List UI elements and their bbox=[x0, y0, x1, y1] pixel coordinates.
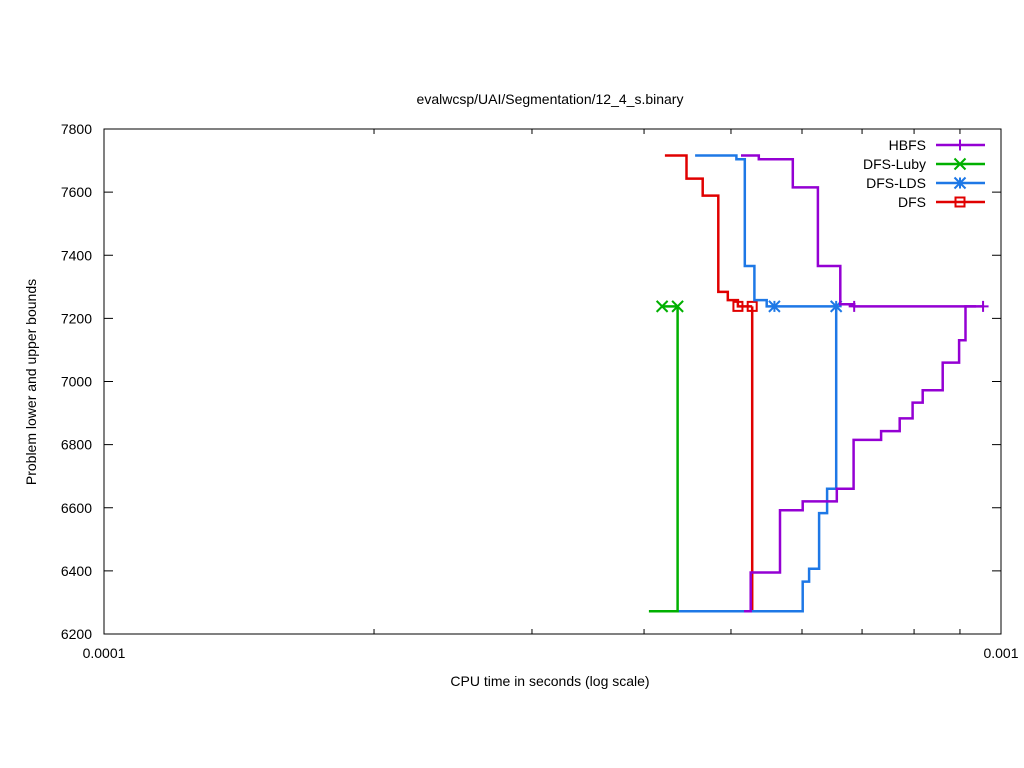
legend-item-dfs: DFS bbox=[898, 194, 985, 210]
legend-item-hbfs: HBFS bbox=[889, 137, 985, 153]
legend: HBFS DFS-Luby DFS-LDS DFS bbox=[863, 137, 985, 210]
plot-border bbox=[103, 128, 1002, 635]
legend-marker bbox=[954, 196, 966, 208]
legend-marker bbox=[953, 176, 967, 190]
data-point bbox=[655, 300, 669, 313]
y-tick-label: 7800 bbox=[61, 121, 92, 137]
series-dfs-luby bbox=[648, 300, 684, 613]
plot-area bbox=[103, 128, 1002, 635]
series-layer bbox=[648, 154, 989, 613]
legend-label: DFS bbox=[898, 194, 926, 210]
series-lower-line bbox=[744, 305, 977, 613]
legend-marker bbox=[953, 157, 967, 171]
data-point bbox=[732, 300, 744, 312]
y-tick-label: 7600 bbox=[61, 184, 92, 200]
x-tick-label: 0.001 bbox=[983, 645, 1018, 661]
y-tick-label: 7400 bbox=[61, 247, 92, 263]
legend-label: DFS-LDS bbox=[866, 175, 926, 191]
y-axis-label: Problem lower and upper bounds bbox=[23, 279, 39, 485]
series-lower-line bbox=[667, 306, 754, 613]
y-tick-label: 6800 bbox=[61, 437, 92, 453]
series-upper-line bbox=[695, 154, 837, 308]
data-point bbox=[977, 300, 989, 312]
series-lower-line bbox=[648, 306, 679, 613]
y-tick-label: 7000 bbox=[61, 374, 92, 390]
x-axis-label: CPU time in seconds (log scale) bbox=[450, 673, 649, 689]
legend-label: DFS-Luby bbox=[863, 156, 926, 172]
data-point bbox=[768, 300, 781, 313]
data-point bbox=[848, 300, 860, 312]
legend-item-dfs-luby: DFS-Luby bbox=[863, 156, 985, 172]
series-upper-line bbox=[741, 154, 984, 308]
chart-title: evalwcsp/UAI/Segmentation/12_4_s.binary bbox=[417, 91, 684, 107]
series-hbfs bbox=[741, 154, 989, 613]
legend-label: HBFS bbox=[889, 137, 926, 153]
legend-item-dfs-lds: DFS-LDS bbox=[866, 175, 985, 191]
axes: 6200 6400 6600 6800 7000 7200 7400 7600 7800 0.00… bbox=[61, 121, 1019, 661]
y-tick-label: 6400 bbox=[61, 563, 92, 579]
y-tick-label: 6200 bbox=[61, 626, 92, 642]
y-tick-label: 6600 bbox=[61, 500, 92, 516]
series-lower-line bbox=[677, 306, 838, 613]
legend-marker bbox=[954, 139, 966, 151]
data-point bbox=[671, 300, 684, 313]
x-tick-label: 0.0001 bbox=[83, 645, 126, 661]
data-point bbox=[746, 300, 758, 312]
series-dfs-lds bbox=[677, 154, 843, 613]
y-tick-label: 7200 bbox=[61, 310, 92, 326]
series-upper-line bbox=[664, 154, 753, 308]
